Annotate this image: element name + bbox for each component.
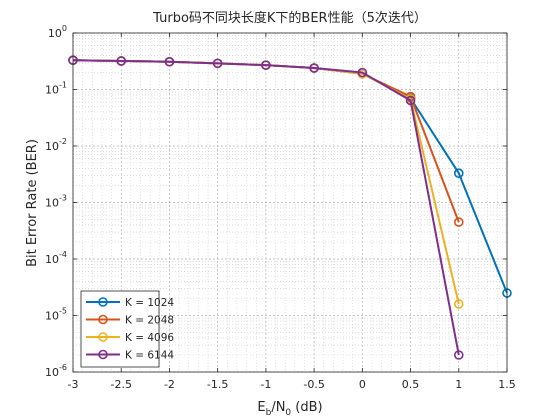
legend-item: K = 6144 bbox=[86, 350, 174, 362]
x-label-mid: /N bbox=[271, 400, 285, 415]
y-axis-label: Bit Error Rate (BER) bbox=[25, 139, 40, 267]
legend-swatch-marker bbox=[98, 297, 108, 307]
legend-item: K = 2048 bbox=[86, 315, 174, 327]
legend-swatch-marker bbox=[98, 332, 108, 342]
x-label-sub2: 0 bbox=[285, 408, 291, 418]
x-tick-label: 0 bbox=[359, 378, 366, 391]
data-point bbox=[453, 299, 464, 309]
y-tick-label: 10-5 bbox=[45, 307, 67, 323]
data-point bbox=[116, 56, 127, 66]
legend-label: K = 4096 bbox=[125, 332, 174, 344]
legend: K = 1024 K = 2048 K = 4096 K = 6144 bbox=[80, 290, 174, 368]
legend-item: K = 4096 bbox=[86, 332, 174, 344]
y-tick-exponent: -2 bbox=[59, 137, 67, 146]
legend-label: K = 1024 bbox=[125, 297, 174, 309]
y-tick-base: 10 bbox=[45, 84, 59, 97]
y-tick-label: 10-6 bbox=[45, 363, 67, 379]
legend-item: K = 1024 bbox=[86, 297, 174, 309]
series-4 bbox=[68, 55, 464, 360]
y-tick-exponent: -5 bbox=[59, 307, 67, 316]
x-tick-label: -2 bbox=[164, 378, 175, 391]
y-tick-base: 10 bbox=[45, 253, 59, 266]
x-axis-label: Eb/N0 (dB) bbox=[257, 400, 322, 418]
chart-title: Turbo码不同块长度K下的BER性能（5次迭代） bbox=[152, 10, 427, 26]
data-point bbox=[453, 350, 464, 360]
x-tick-label: 1 bbox=[455, 378, 462, 391]
legend-swatch-marker bbox=[98, 314, 108, 325]
y-tick-exponent: -4 bbox=[59, 250, 67, 259]
y-tick-exponent: -3 bbox=[59, 194, 67, 203]
x-tick-label: -0.5 bbox=[303, 378, 324, 391]
y-tick-exponent: -1 bbox=[59, 81, 67, 90]
x-tick-label: -3 bbox=[68, 378, 79, 391]
y-tick-exponent: 0 bbox=[62, 24, 67, 33]
x-label-tail: (dB) bbox=[291, 400, 322, 415]
y-tick-base: 10 bbox=[45, 310, 59, 323]
y-tick-label: 10-3 bbox=[45, 194, 67, 210]
legend-label: K = 6144 bbox=[125, 350, 174, 362]
y-tick-label: 10-1 bbox=[45, 81, 67, 97]
x-tick-label: -1 bbox=[260, 378, 271, 391]
x-label-sub1: b bbox=[266, 408, 272, 418]
y-tick-label: 100 bbox=[48, 24, 67, 40]
y-tick-base: 10 bbox=[48, 27, 62, 40]
data-point bbox=[309, 63, 319, 73]
y-tick-exponent: -6 bbox=[59, 363, 67, 372]
data-point bbox=[405, 95, 416, 106]
x-label-base: E bbox=[257, 400, 265, 415]
data-point bbox=[261, 60, 271, 70]
y-tick-label: 10-2 bbox=[45, 137, 67, 153]
y-tick-base: 10 bbox=[45, 140, 59, 153]
x-tick-label: 1.5 bbox=[498, 378, 516, 391]
x-tick-label: -1.5 bbox=[207, 378, 228, 391]
x-tick-label: -2.5 bbox=[110, 378, 131, 391]
data-point bbox=[453, 217, 464, 227]
legend-swatch-marker bbox=[98, 349, 108, 360]
data-point bbox=[164, 56, 175, 67]
data-point bbox=[453, 168, 464, 179]
series-group bbox=[68, 55, 512, 360]
legend-label: K = 2048 bbox=[125, 315, 174, 327]
data-point bbox=[357, 67, 368, 78]
y-tick-base: 10 bbox=[45, 366, 59, 379]
y-tick-base: 10 bbox=[45, 197, 59, 210]
data-point bbox=[212, 58, 223, 69]
y-tick-label: 10-4 bbox=[45, 250, 67, 266]
x-tick-label: 0.5 bbox=[402, 378, 420, 391]
series-line bbox=[72, 59, 460, 356]
